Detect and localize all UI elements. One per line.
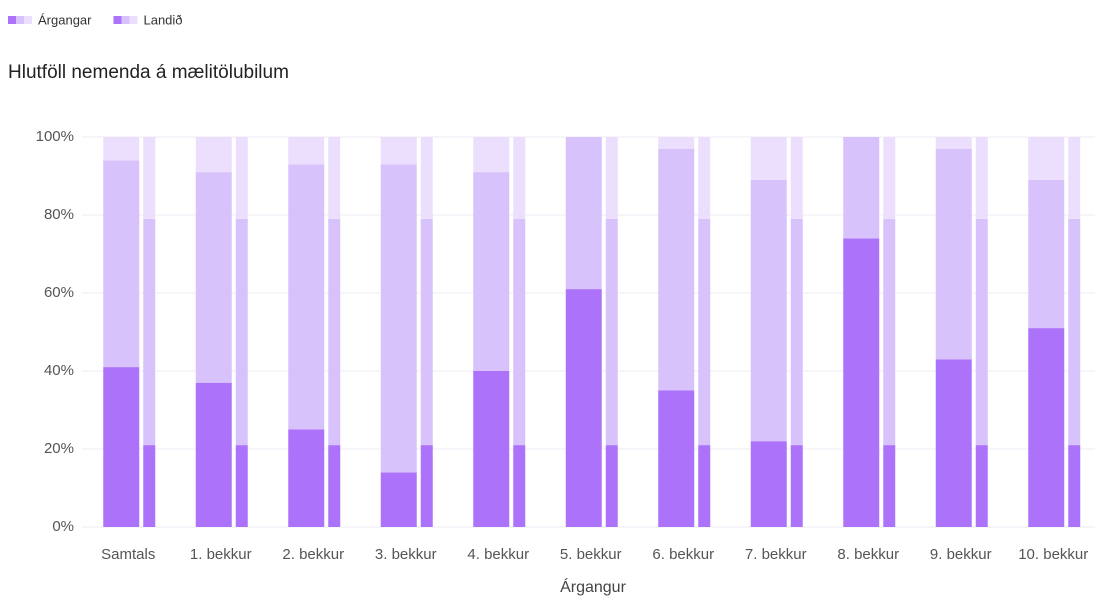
x-tick-label: 9. bekkur (930, 546, 992, 563)
y-tick-label: 60% (44, 284, 74, 301)
bar-segment (420, 445, 433, 527)
bar-segment (1028, 179, 1065, 329)
bar-segment (380, 164, 417, 473)
x-tick-label: 1. bekkur (190, 546, 252, 563)
bar-segment (605, 218, 618, 446)
bar-segment (790, 218, 803, 446)
bar-segment (658, 137, 695, 149)
x-tick-label: 3. bekkur (375, 546, 437, 563)
bar-segment (473, 137, 510, 173)
bar-segment (975, 137, 988, 219)
legend-swatch (8, 16, 16, 24)
bar-segment (750, 179, 787, 442)
bar-segment (288, 429, 325, 527)
bar-segment (565, 137, 602, 290)
bar-segment (328, 137, 341, 219)
y-tick-label: 80% (44, 206, 74, 223)
x-tick-label: 2. bekkur (282, 546, 344, 563)
legend-label: Landið (143, 12, 182, 27)
legend-swatch (24, 16, 32, 24)
x-tick-label: 4. bekkur (467, 546, 529, 563)
bar-segment (235, 218, 248, 446)
bar-segment (195, 172, 232, 383)
legend-swatch (129, 16, 138, 24)
legend-label: Árgangar (38, 12, 92, 27)
legend-swatch (121, 16, 130, 24)
bar-segment (975, 445, 988, 527)
bar-segment (698, 445, 711, 527)
bar-segment (143, 445, 156, 527)
bar-segment (473, 371, 510, 527)
legend-swatch (113, 16, 122, 24)
y-tick-label: 0% (52, 518, 74, 535)
bar-segment (883, 137, 896, 219)
x-tick-label: Samtals (101, 546, 155, 563)
bar-segment (975, 218, 988, 446)
bar-segment (1068, 445, 1081, 527)
bar-segment (103, 137, 140, 161)
bar-segment (473, 172, 510, 371)
chart-title: Hlutföll nemenda á mælitölubilum (8, 62, 289, 83)
bar-segment (1028, 137, 1065, 180)
bar-segment (513, 218, 526, 446)
bar-segment (235, 445, 248, 527)
bar-segment (288, 164, 325, 430)
bar-segment (843, 137, 880, 239)
bar-segment (513, 445, 526, 527)
bar-segment (698, 137, 711, 219)
y-tick-label: 100% (36, 128, 74, 145)
bar-segment (790, 137, 803, 219)
bar-segment (195, 137, 232, 173)
bar-segment (935, 148, 972, 360)
y-tick-label: 40% (44, 362, 74, 379)
bar-segment (288, 137, 325, 165)
bar-segment (235, 137, 248, 219)
bar-segment (935, 137, 972, 149)
bar-segment (1068, 218, 1081, 446)
legend-swatch (16, 16, 24, 24)
bar-segment (103, 160, 140, 368)
x-tick-label: 5. bekkur (560, 546, 622, 563)
x-tick-label: 8. bekkur (837, 546, 899, 563)
x-tick-label: 7. bekkur (745, 546, 807, 563)
bar-segment (935, 359, 972, 527)
bar-segment (103, 367, 140, 527)
bar-segment (380, 472, 417, 527)
bar-segment (195, 382, 232, 527)
bar-segment (143, 218, 156, 446)
bar-segment (843, 238, 880, 527)
bar-segment (1068, 137, 1081, 219)
bar-segment (750, 137, 787, 180)
bar-segment (328, 218, 341, 446)
bar-segment (658, 390, 695, 527)
x-tick-label: 10. bekkur (1018, 546, 1088, 563)
bar-segment (420, 218, 433, 446)
bar-segment (790, 445, 803, 527)
bar-segment (420, 137, 433, 219)
bar-segment (1028, 328, 1065, 527)
bar-segment (658, 148, 695, 391)
bar-segment (750, 441, 787, 527)
bar-segment (883, 218, 896, 446)
x-tick-label: 6. bekkur (652, 546, 714, 563)
bar-segment (143, 137, 156, 219)
bar-segment (513, 137, 526, 219)
bar-segment (380, 137, 417, 165)
bar-segment (605, 137, 618, 219)
x-axis-title: Árgangur (560, 577, 626, 596)
bar-segment (883, 445, 896, 527)
bar-segment (605, 445, 618, 527)
bar-segment (565, 289, 602, 527)
bar-segment (328, 445, 341, 527)
bar-segment (698, 218, 711, 446)
y-tick-label: 20% (44, 440, 74, 457)
